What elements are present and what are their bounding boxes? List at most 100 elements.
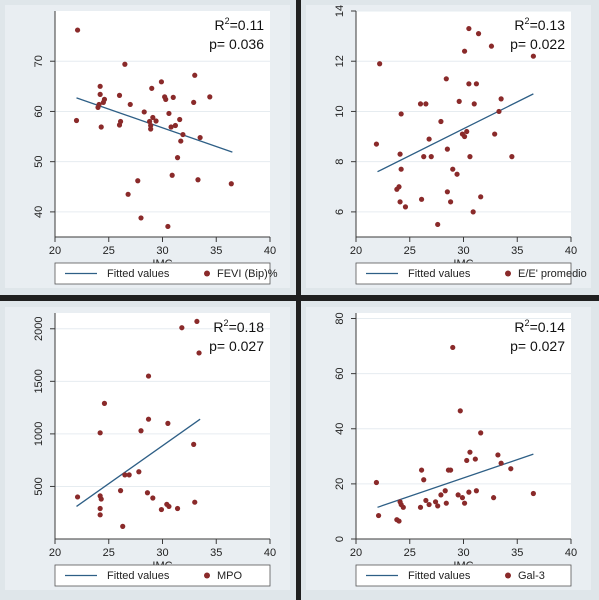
data-point <box>191 441 197 447</box>
plot-area <box>55 11 270 237</box>
data-point <box>117 488 124 494</box>
data-point <box>472 456 478 462</box>
data-point <box>97 505 103 512</box>
data-point <box>461 133 468 140</box>
r-squared-prefix: R <box>213 319 223 335</box>
r-squared-annotation: R2=0.11 <box>214 16 264 33</box>
data-point <box>421 154 427 160</box>
data-point <box>373 479 380 486</box>
data-point <box>450 344 456 351</box>
legend-dot-swatch <box>505 572 511 579</box>
horizontal-divider <box>0 295 599 301</box>
data-point <box>158 506 165 513</box>
x-tick-label: 35 <box>210 547 222 559</box>
data-point <box>478 194 484 200</box>
r-squared-prefix: R <box>514 319 524 335</box>
y-tick-label: 14 <box>334 5 346 17</box>
data-point <box>444 146 450 152</box>
data-point <box>443 500 449 506</box>
data-point <box>417 101 424 107</box>
legend-dot-swatch <box>204 270 210 277</box>
data-point <box>467 154 473 160</box>
r-squared-exponent: 2 <box>224 318 229 328</box>
x-tick-label: 35 <box>210 245 222 257</box>
data-point <box>464 128 470 135</box>
legend-box <box>355 262 572 285</box>
data-point <box>450 166 456 172</box>
r-squared-annotation: R2=0.13 <box>514 16 565 33</box>
data-point <box>97 512 103 518</box>
legend-series-label: MPO <box>217 570 243 582</box>
data-point <box>402 204 409 210</box>
data-point <box>442 488 448 494</box>
data-point <box>138 428 144 434</box>
chart-panel-mpo: 5001000150020002025303540IMCR2=0.18p= 0.… <box>5 307 290 590</box>
data-point <box>170 94 176 100</box>
data-point <box>165 420 171 426</box>
data-point <box>423 101 429 107</box>
data-point <box>498 96 504 102</box>
legend-fitted-label: Fitted values <box>107 570 170 582</box>
data-point <box>426 136 432 142</box>
r-squared-value: =0.18 <box>229 319 265 335</box>
p-value-annotation: p= 0.027 <box>510 338 565 354</box>
data-point <box>97 430 103 436</box>
data-point <box>150 495 156 501</box>
data-point <box>196 350 202 356</box>
data-point <box>530 53 536 59</box>
data-point <box>491 495 497 501</box>
r-squared-value: =0.13 <box>530 17 566 33</box>
x-tick-label: 30 <box>156 547 168 559</box>
legend-series-label: Gal-3 <box>518 570 545 582</box>
x-tick-label: 20 <box>350 245 362 257</box>
data-point <box>177 116 183 123</box>
x-tick-label: 30 <box>156 245 168 257</box>
x-tick-label: 20 <box>350 547 362 559</box>
data-point <box>138 215 144 221</box>
r-squared-exponent: 2 <box>225 16 230 26</box>
legend-dot-swatch <box>204 572 210 579</box>
x-tick-label: 40 <box>264 245 276 257</box>
y-tick-label: 2000 <box>33 317 45 341</box>
data-point <box>473 81 479 87</box>
data-point <box>417 504 424 510</box>
x-tick-label: 25 <box>103 245 115 257</box>
data-point <box>125 191 131 197</box>
legend-box <box>54 564 271 587</box>
data-point <box>194 318 200 325</box>
x-tick-label: 35 <box>511 245 523 257</box>
data-point <box>153 118 159 124</box>
data-point <box>98 496 104 502</box>
legend-fitted-label: Fitted values <box>408 268 471 280</box>
data-point <box>488 43 495 49</box>
r-squared-prefix: R <box>214 17 224 33</box>
p-value-annotation: p= 0.036 <box>209 36 264 52</box>
data-point <box>398 111 404 117</box>
data-point <box>145 416 152 422</box>
r-squared-annotation: R2=0.14 <box>514 318 565 335</box>
data-point <box>74 494 81 500</box>
p-value-annotation: p= 0.022 <box>510 36 565 52</box>
data-point <box>174 505 181 512</box>
data-point <box>396 518 402 524</box>
x-tick-label: 35 <box>511 547 523 559</box>
data-point <box>150 114 156 121</box>
data-point <box>426 501 432 508</box>
data-point <box>473 488 479 494</box>
data-point <box>435 503 441 509</box>
plot-area <box>356 11 571 237</box>
data-point <box>509 154 515 160</box>
data-point <box>467 449 473 455</box>
y-tick-label: 60 <box>334 368 346 380</box>
y-tick-label: 1000 <box>33 422 45 446</box>
chart-panel-fevi: 405060702025303540IMCR2=0.11p= 0.036Fitt… <box>5 5 290 288</box>
y-tick-label: 70 <box>33 55 45 67</box>
data-point <box>375 512 382 519</box>
data-point <box>126 472 132 478</box>
fitted-values-line <box>76 418 201 507</box>
x-tick-label: 40 <box>264 547 276 559</box>
data-point <box>166 110 172 117</box>
scatter-chart-svg: 5001000150020002025303540IMCR2=0.18p= 0.… <box>33 313 276 587</box>
r-squared-exponent: 2 <box>525 318 530 328</box>
data-point <box>418 467 425 473</box>
